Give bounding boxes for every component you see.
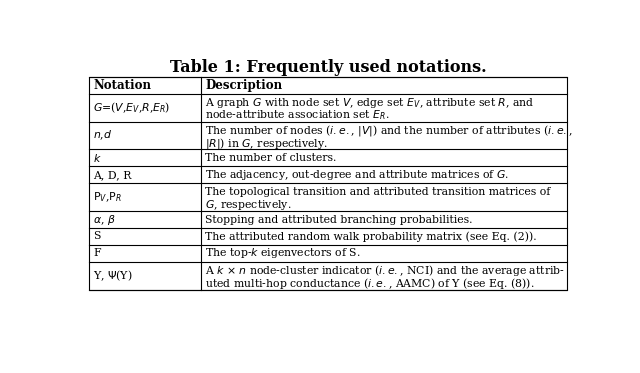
Text: The number of clusters.: The number of clusters. xyxy=(205,153,337,163)
Text: Description: Description xyxy=(205,79,282,92)
Text: The adjacency, out-degree and attribute matrices of $G$.: The adjacency, out-degree and attribute … xyxy=(205,168,509,182)
Text: A graph $G$ with node set $V$, edge set $E_V$, attribute set $R$, and: A graph $G$ with node set $V$, edge set … xyxy=(205,96,535,110)
Text: $|R|$) in $G$, respectively.: $|R|$) in $G$, respectively. xyxy=(205,136,328,151)
Text: A $k$ $\times$ $n$ node-cluster indicator ($i.e.$, NCI) and the average attrib-: A $k$ $\times$ $n$ node-cluster indicato… xyxy=(205,263,565,278)
Text: $\alpha$, $\beta$: $\alpha$, $\beta$ xyxy=(93,213,116,226)
Text: $G$, respectively.: $G$, respectively. xyxy=(205,198,292,212)
Text: $n$,$d$: $n$,$d$ xyxy=(93,129,113,142)
Text: S: S xyxy=(93,232,100,241)
Text: node-attribute association set $E_R$.: node-attribute association set $E_R$. xyxy=(205,109,390,122)
Text: F: F xyxy=(93,248,101,258)
Text: The topological transition and attributed transition matrices of: The topological transition and attribute… xyxy=(205,187,551,197)
Text: The number of nodes ($i.e.$, $|V|$) and the number of attributes ($i.e.$,: The number of nodes ($i.e.$, $|V|$) and … xyxy=(205,123,573,138)
Text: Stopping and attributed branching probabilities.: Stopping and attributed branching probab… xyxy=(205,214,473,225)
Text: The top-$k$ eigenvectors of S.: The top-$k$ eigenvectors of S. xyxy=(205,247,361,260)
Text: $\mathrm{P}_V$,$\mathrm{P}_R$: $\mathrm{P}_V$,$\mathrm{P}_R$ xyxy=(93,191,122,204)
Text: Notation: Notation xyxy=(93,79,151,92)
Text: The attributed random walk probability matrix (see Eq. (2)).: The attributed random walk probability m… xyxy=(205,231,537,242)
Text: uted multi-hop conductance ($i.e.$, AAMC) of Y (see Eq. (8)).: uted multi-hop conductance ($i.e.$, AAMC… xyxy=(205,276,535,291)
Text: Table 1: Frequently used notations.: Table 1: Frequently used notations. xyxy=(170,59,486,76)
Text: $G$=($V$,$E_V$,$R$,$E_R$): $G$=($V$,$E_V$,$R$,$E_R$) xyxy=(93,101,170,115)
Text: A, D, R: A, D, R xyxy=(93,170,132,180)
Text: $k$: $k$ xyxy=(93,152,102,164)
Text: Y, $\Psi$(Y): Y, $\Psi$(Y) xyxy=(93,269,132,283)
